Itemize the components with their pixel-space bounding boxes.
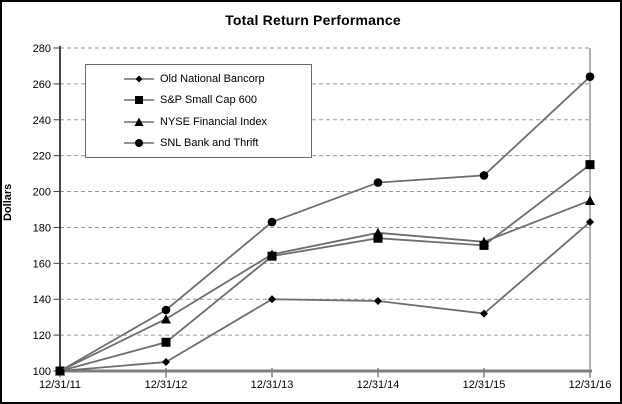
diamond-marker (480, 309, 488, 318)
diamond-marker (268, 295, 276, 304)
triangle-marker (585, 195, 595, 206)
diamond-marker-icon (124, 75, 154, 83)
y-tick-label: 180 (33, 222, 51, 234)
square-marker (161, 337, 171, 347)
series-line-snl-bank-and-thrift (59, 76, 591, 372)
series-line-s-p-small-cap-600 (59, 163, 591, 372)
legend-entry-snl-bank-and-thrift: SNL Bank and Thrift (124, 133, 311, 154)
square-marker (135, 96, 143, 105)
square-marker-icon (124, 96, 154, 105)
y-tick-label: 260 (33, 79, 51, 91)
x-tick-label: 12/31/12 (145, 379, 188, 391)
diamond-marker (162, 358, 170, 367)
x-tick-label: 12/31/13 (251, 379, 294, 391)
triangle-marker (161, 313, 171, 324)
circle-marker-icon (124, 139, 154, 148)
legend-entry-sp-small-cap-600: S&P Small Cap 600 (124, 90, 311, 111)
legend: Old National Bancorp S&P Small Cap 600 N… (85, 64, 312, 158)
series-line-nyse-financial-index (59, 199, 591, 372)
y-tick-label: 200 (33, 187, 51, 199)
y-tick-label: 120 (33, 330, 51, 342)
legend-label: NYSE Financial Index (160, 115, 267, 128)
circle-marker (373, 178, 383, 187)
legend-entry-nyse-financial-index: NYSE Financial Index (124, 111, 311, 132)
triangle-marker (134, 117, 144, 126)
circle-marker (135, 139, 143, 148)
y-tick-label: 280 (33, 43, 51, 55)
y-tick-label: 100 (33, 366, 51, 378)
circle-marker (585, 72, 595, 82)
x-tick-label: 12/31/14 (357, 379, 400, 391)
legend-label: SNL Bank and Thrift (160, 137, 259, 150)
legend-entry-old-national-bancorp: Old National Bancorp (124, 68, 311, 89)
y-tick-label: 240 (33, 115, 51, 127)
x-tick-label: 12/31/15 (463, 379, 506, 391)
square-marker (585, 160, 595, 170)
square-marker (373, 233, 383, 243)
triangle-marker-icon (124, 117, 154, 126)
diamond-marker (374, 297, 382, 306)
circle-marker (55, 366, 65, 376)
y-tick-label: 220 (33, 151, 51, 163)
circle-marker (479, 171, 489, 180)
legend-label: Old National Bancorp (160, 72, 265, 85)
square-marker (479, 240, 489, 250)
diamond-marker (586, 218, 594, 227)
legend-label: S&P Small Cap 600 (160, 94, 258, 107)
circle-marker (161, 305, 171, 315)
x-tick-label: 12/31/16 (569, 379, 612, 391)
square-marker (267, 251, 277, 261)
x-tick-label: 12/31/11 (39, 379, 81, 391)
series-line-old-national-bancorp (59, 221, 591, 372)
chart-title: Total Return Performance (225, 12, 401, 28)
circle-marker (267, 217, 277, 227)
diamond-marker (135, 75, 143, 83)
y-tick-label: 160 (33, 258, 51, 270)
y-tick-label: 140 (33, 294, 51, 306)
